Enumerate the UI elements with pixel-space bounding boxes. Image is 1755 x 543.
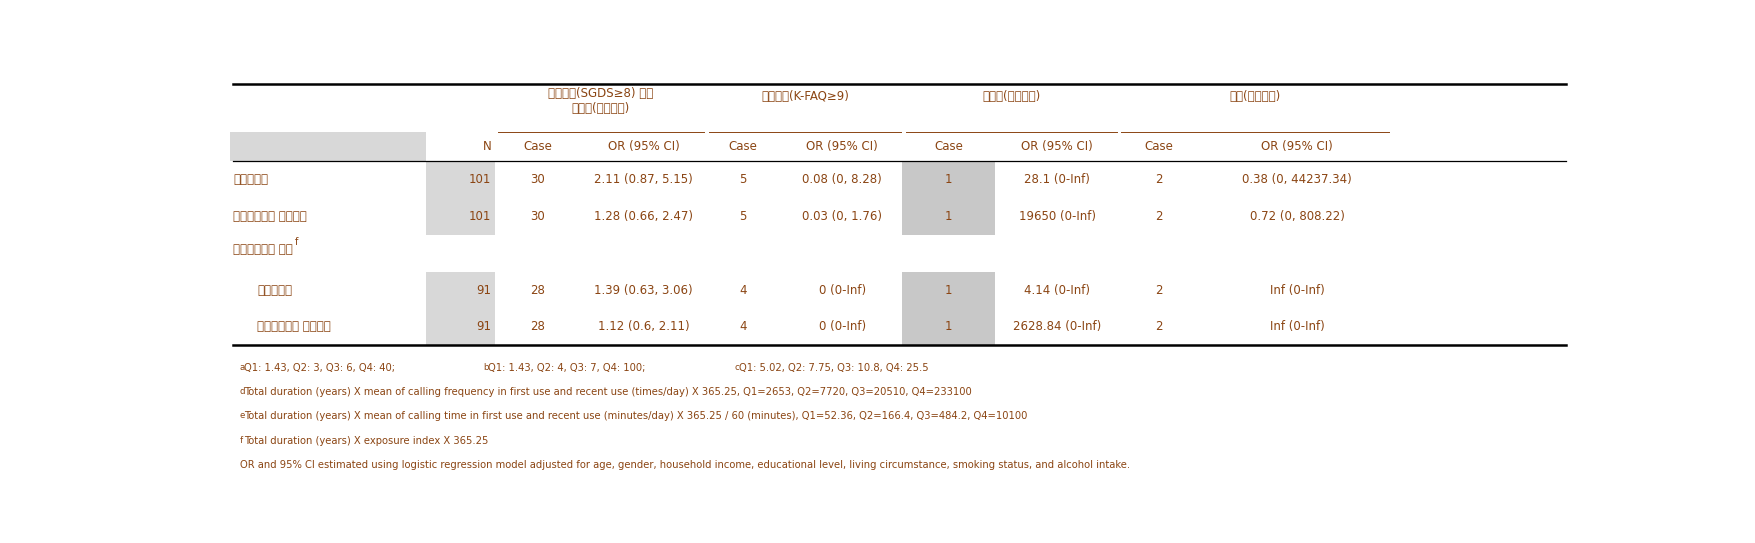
Text: Case: Case bbox=[934, 140, 963, 153]
Text: 2.11 (0.87, 5.15): 2.11 (0.87, 5.15) bbox=[595, 173, 693, 186]
Text: OR (95% CI): OR (95% CI) bbox=[807, 140, 878, 153]
Text: 4: 4 bbox=[739, 283, 748, 296]
Text: 누적노출지수 산출: 누적노출지수 산출 bbox=[233, 243, 293, 256]
Text: 이동통신관련 노출지수: 이동통신관련 노출지수 bbox=[233, 210, 307, 223]
Text: 1: 1 bbox=[944, 283, 953, 296]
FancyBboxPatch shape bbox=[426, 308, 495, 345]
Text: Case: Case bbox=[523, 140, 553, 153]
Text: 총노출지수: 총노출지수 bbox=[258, 283, 293, 296]
Text: 0 (0-Inf): 0 (0-Inf) bbox=[820, 320, 865, 333]
FancyBboxPatch shape bbox=[426, 198, 495, 235]
Text: 91: 91 bbox=[476, 320, 491, 333]
FancyBboxPatch shape bbox=[902, 308, 995, 345]
Text: 30: 30 bbox=[530, 210, 546, 223]
Text: Total duration (years) X mean of calling frequency in first use and recent use (: Total duration (years) X mean of calling… bbox=[244, 387, 972, 397]
Text: 101: 101 bbox=[469, 173, 491, 186]
Text: 28: 28 bbox=[530, 283, 546, 296]
Text: 우울증상(SGDS≥8) 또는
우울증(의사진단): 우울증상(SGDS≥8) 또는 우울증(의사진단) bbox=[548, 87, 653, 115]
Text: 2: 2 bbox=[1155, 320, 1162, 333]
FancyBboxPatch shape bbox=[426, 272, 495, 308]
Text: OR (95% CI): OR (95% CI) bbox=[1021, 140, 1093, 153]
Text: 0.03 (0, 1.76): 0.03 (0, 1.76) bbox=[802, 210, 883, 223]
Text: 0 (0-Inf): 0 (0-Inf) bbox=[820, 283, 865, 296]
Text: OR (95% CI): OR (95% CI) bbox=[607, 140, 679, 153]
FancyBboxPatch shape bbox=[902, 161, 995, 198]
Text: Q1: 5.02, Q2: 7.75, Q3: 10.8, Q4: 25.5: Q1: 5.02, Q2: 7.75, Q3: 10.8, Q4: 25.5 bbox=[739, 363, 928, 373]
FancyBboxPatch shape bbox=[230, 132, 426, 161]
Text: 1: 1 bbox=[944, 320, 953, 333]
Text: a: a bbox=[240, 363, 246, 372]
Text: 중풍(의사진단): 중풍(의사진단) bbox=[1230, 91, 1281, 103]
Text: 2: 2 bbox=[1155, 283, 1162, 296]
Text: e: e bbox=[240, 412, 246, 420]
Text: N: N bbox=[483, 140, 491, 153]
Text: b: b bbox=[484, 363, 490, 372]
Text: 5: 5 bbox=[739, 210, 746, 223]
FancyBboxPatch shape bbox=[426, 161, 495, 198]
Text: 1: 1 bbox=[944, 173, 953, 186]
Text: 1.28 (0.66, 2.47): 1.28 (0.66, 2.47) bbox=[595, 210, 693, 223]
Text: 4.14 (0-Inf): 4.14 (0-Inf) bbox=[1025, 283, 1090, 296]
Text: Q1: 1.43, Q2: 3, Q3: 6, Q4: 40;: Q1: 1.43, Q2: 3, Q3: 6, Q4: 40; bbox=[244, 363, 398, 373]
Text: 4: 4 bbox=[739, 320, 748, 333]
Text: Total duration (years) X mean of calling time in first use and recent use (minut: Total duration (years) X mean of calling… bbox=[244, 412, 1027, 421]
Text: OR (95% CI): OR (95% CI) bbox=[1262, 140, 1334, 153]
Text: d: d bbox=[240, 387, 246, 396]
Text: Case: Case bbox=[1144, 140, 1172, 153]
Text: 28: 28 bbox=[530, 320, 546, 333]
Text: 2628.84 (0-Inf): 2628.84 (0-Inf) bbox=[1013, 320, 1102, 333]
Text: f: f bbox=[240, 435, 242, 445]
Text: 0.08 (0, 8.28): 0.08 (0, 8.28) bbox=[802, 173, 883, 186]
FancyBboxPatch shape bbox=[902, 198, 995, 235]
Text: 우울증(의사진단): 우울증(의사진단) bbox=[983, 91, 1041, 103]
Text: Inf (0-Inf): Inf (0-Inf) bbox=[1271, 320, 1325, 333]
Text: 인지저하(K-FAQ≥9): 인지저하(K-FAQ≥9) bbox=[762, 91, 849, 103]
Text: 0.38 (0, 44237.34): 0.38 (0, 44237.34) bbox=[1243, 173, 1351, 186]
Text: Case: Case bbox=[728, 140, 758, 153]
Text: 5: 5 bbox=[739, 173, 746, 186]
Text: 91: 91 bbox=[476, 283, 491, 296]
Text: Total duration (years) X exposure index X 365.25: Total duration (years) X exposure index … bbox=[244, 435, 488, 446]
Text: 총노출지수: 총노출지수 bbox=[233, 173, 269, 186]
Text: OR and 95% CI estimated using logistic regression model adjusted for age, gender: OR and 95% CI estimated using logistic r… bbox=[240, 460, 1130, 470]
Text: 이동통신관련 노출지수: 이동통신관련 노출지수 bbox=[258, 320, 332, 333]
Text: Inf (0-Inf): Inf (0-Inf) bbox=[1271, 283, 1325, 296]
Text: 101: 101 bbox=[469, 210, 491, 223]
Text: 0.72 (0, 808.22): 0.72 (0, 808.22) bbox=[1250, 210, 1344, 223]
Text: 1.39 (0.63, 3.06): 1.39 (0.63, 3.06) bbox=[595, 283, 693, 296]
Text: 2: 2 bbox=[1155, 173, 1162, 186]
Text: Q1: 1.43, Q2: 4, Q3: 7, Q4: 100;: Q1: 1.43, Q2: 4, Q3: 7, Q4: 100; bbox=[488, 363, 648, 373]
Text: f: f bbox=[295, 237, 298, 247]
Text: 1.12 (0.6, 2.11): 1.12 (0.6, 2.11) bbox=[598, 320, 690, 333]
Text: 2: 2 bbox=[1155, 210, 1162, 223]
FancyBboxPatch shape bbox=[902, 272, 995, 308]
Text: 28.1 (0-Inf): 28.1 (0-Inf) bbox=[1025, 173, 1090, 186]
Text: 1: 1 bbox=[944, 210, 953, 223]
Text: c: c bbox=[735, 363, 739, 372]
Text: 19650 (0-Inf): 19650 (0-Inf) bbox=[1018, 210, 1095, 223]
Text: 30: 30 bbox=[530, 173, 546, 186]
